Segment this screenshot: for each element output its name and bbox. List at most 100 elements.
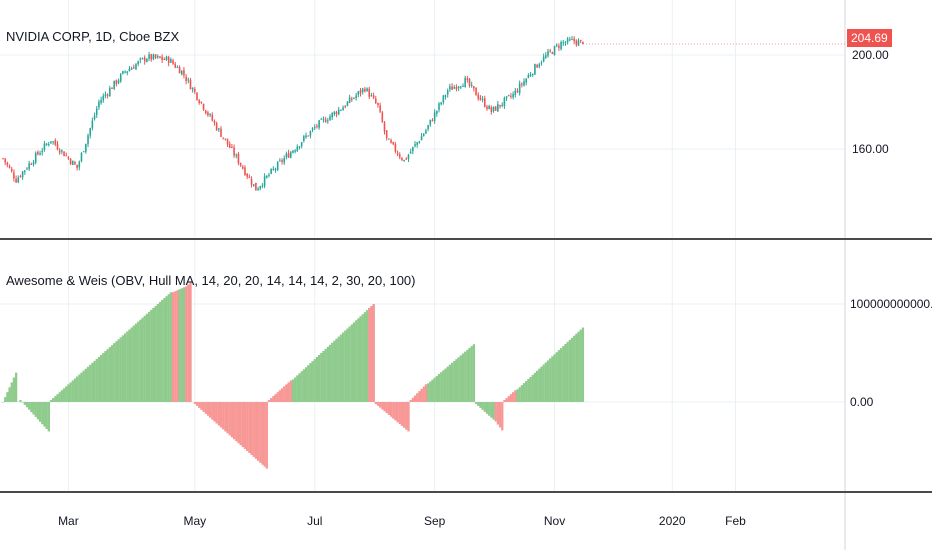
histogram-bar [76,376,79,402]
histogram-bar [139,319,142,402]
histogram-bar [542,364,545,402]
histogram-bar [464,351,467,402]
histogram-bar [496,402,500,425]
histogram-bar [420,388,423,402]
histogram-bar [195,402,199,406]
candle [512,93,514,98]
candle [30,164,33,166]
histogram-bar [448,364,452,402]
candle [558,45,560,48]
candle [39,153,41,155]
histogram-bar [178,289,181,402]
time-tick-label: Feb [725,514,746,528]
histogram-bar [518,387,521,402]
histogram-bar [300,371,303,402]
candle [412,146,414,152]
histogram-bar [119,337,122,402]
histogram-bar [322,350,325,402]
histogram-bar [368,307,371,402]
candle [488,105,490,110]
histogram-bar [468,347,471,402]
candle [335,112,338,115]
histogram-bar [102,353,105,402]
histogram-bar [93,360,96,402]
candle [163,58,166,60]
candle [209,114,211,116]
histogram-bar [6,392,9,402]
candle [531,73,534,76]
candle [510,95,512,97]
histogram-bar [202,402,205,412]
histogram-bar [559,348,563,402]
histogram-bar [446,366,449,402]
histogram-bar [69,382,72,402]
histogram-bar [78,374,81,402]
candle [370,95,373,97]
histogram-bar [211,402,214,420]
candle [19,176,22,178]
candle [501,104,504,106]
histogram-bar [23,402,26,405]
candle [161,56,163,60]
histogram-bar [376,402,380,406]
candle [207,112,209,116]
histogram-bar [224,402,227,432]
histogram-bar [298,373,301,402]
candle [148,54,150,59]
histogram-bar [551,356,554,402]
candle [117,80,120,83]
candle [32,162,35,165]
candle [573,38,575,42]
histogram-bar [564,343,567,402]
candle [222,137,224,139]
histogram-bar [163,298,166,402]
candle [224,138,227,140]
histogram-bar [477,402,480,406]
candle [172,60,174,64]
candle [202,103,205,110]
histogram-bar [313,359,316,402]
candle [340,109,342,111]
candle [453,87,456,89]
histogram-bar [546,360,550,402]
candle [63,151,65,157]
histogram-bar [507,396,510,402]
candle [128,68,131,72]
candle [82,151,85,153]
histogram-bar [97,356,101,402]
indicator-legend: Awesome & Weis (OBV, Hull MA, 14, 20, 20… [6,273,416,288]
histogram-bar [568,339,571,402]
histogram-bar [54,396,57,402]
candle [156,56,159,58]
histogram-bar [398,402,401,425]
histogram-bar [30,402,33,413]
oscillator-tick-label: 0.00 [850,395,874,409]
histogram-bar [121,335,125,402]
histogram-bar [529,376,532,402]
histogram-bar [82,370,85,402]
histogram-bar [461,353,465,402]
candle [449,86,451,90]
histogram-bar [67,384,70,402]
histogram-bar [180,288,183,402]
candle [492,106,495,112]
candle [43,143,46,150]
candle [104,94,107,96]
candle [294,150,296,152]
histogram-bar [440,372,443,402]
candle [37,151,39,155]
candle [139,58,142,60]
histogram-bar [60,390,64,402]
histogram-bar [126,331,129,402]
histogram-bar [128,329,131,402]
candle [45,143,48,145]
histogram-bar [444,368,447,402]
histogram-bar [492,402,495,420]
candle [246,173,248,177]
candle [226,138,229,145]
candle [383,122,386,132]
histogram-bar [405,402,408,430]
histogram-bar [457,357,460,402]
histogram-bar [265,402,268,469]
